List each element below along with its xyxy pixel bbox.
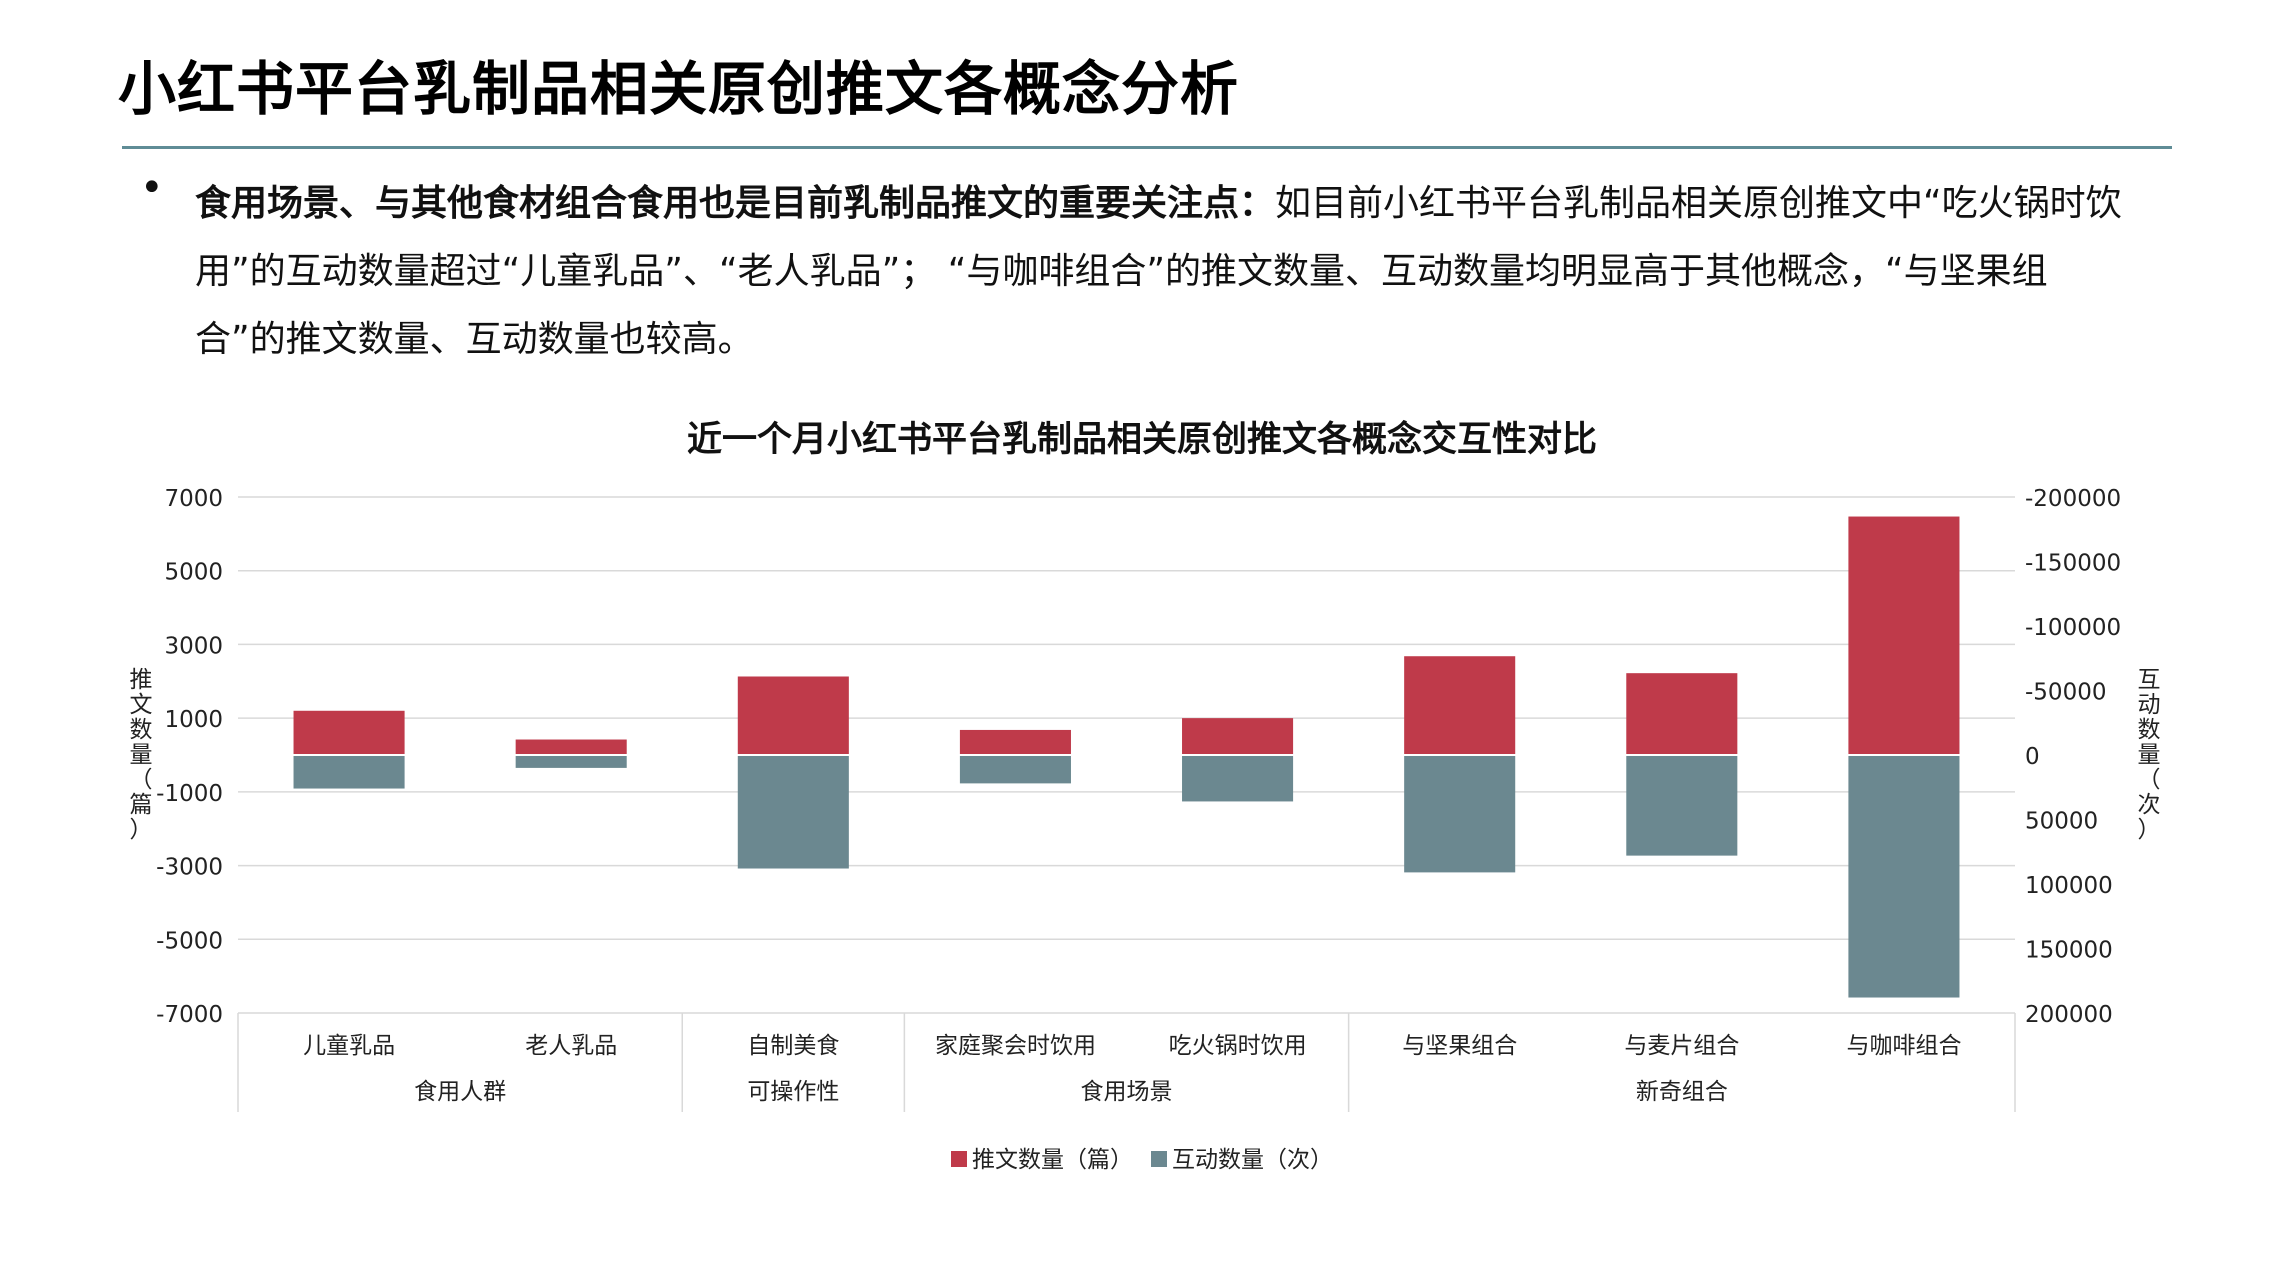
- legend-swatch-interactions: [1151, 1151, 1167, 1167]
- y-right-tick-label: 200000: [2025, 1002, 2113, 1028]
- bar-interactions: [1404, 755, 1516, 873]
- y-left-tick-label: -1000: [156, 781, 223, 807]
- y-right-tick-label: 50000: [2025, 809, 2098, 835]
- legend-label-interactions: 互动数量（次）: [1172, 1147, 1333, 1173]
- bar-posts: [293, 710, 405, 755]
- bullet-lead: 食用场景、与其他食材组合食用也是目前乳制品推文的重要关注点: [195, 183, 1240, 224]
- x-category-label: 与坚果组合: [1402, 1033, 1517, 1059]
- bullet-paragraph: 食用场景、与其他食材组合食用也是目前乳制品推文的重要关注点：如目前小红书平台乳制…: [195, 170, 2125, 374]
- x-category-label: 家庭聚会时饮用: [935, 1033, 1096, 1059]
- x-category-label: 自制美食: [747, 1033, 839, 1059]
- chart-title: 近一个月小红书平台乳制品相关原创推文各概念交互性对比: [687, 419, 1597, 460]
- x-group-label: 可操作性: [747, 1079, 839, 1105]
- bar-interactions: [1182, 755, 1294, 802]
- bar-posts: [1626, 673, 1738, 755]
- y-right-tick-label: 0: [2025, 744, 2040, 770]
- y-right-tick-label: 150000: [2025, 938, 2113, 964]
- bar-interactions: [737, 755, 849, 869]
- y-left-tick-label: -7000: [156, 1002, 223, 1028]
- y-left-tick-label: 5000: [164, 560, 223, 586]
- bullet-body: 如目前小红书平台乳制品相关原创推文中“吃火锅时饮用”的互动数量超过“儿童乳品”、…: [195, 183, 2122, 360]
- x-category-label: 与麦片组合: [1624, 1033, 1739, 1059]
- bar-posts: [515, 739, 627, 755]
- bar-posts: [959, 729, 1071, 755]
- y-left-tick-label: -5000: [156, 928, 223, 954]
- bar-interactions: [515, 755, 627, 768]
- y-left-tick-label: 3000: [164, 633, 223, 659]
- x-group-label: 食用场景: [1081, 1079, 1173, 1105]
- y-left-axis-title: 推文数量（篇）: [130, 667, 153, 843]
- bar-posts: [1404, 656, 1516, 755]
- title-divider: [122, 146, 2172, 149]
- x-category-label: 老人乳品: [525, 1033, 617, 1059]
- x-group-label: 新奇组合: [1636, 1079, 1728, 1105]
- x-group-label: 食用人群: [414, 1079, 506, 1105]
- y-right-tick-label: -150000: [2025, 551, 2121, 577]
- page-title: 小红书平台乳制品相关原创推文各概念分析: [118, 55, 1240, 123]
- y-left-tick-label: -3000: [156, 855, 223, 881]
- bullet-separator: ：: [1239, 183, 1276, 224]
- bar-interactions: [959, 755, 1071, 784]
- bar-interactions: [1848, 755, 1960, 998]
- y-right-axis-title: 互动数量（次）: [2138, 667, 2161, 843]
- y-right-tick-label: -100000: [2025, 615, 2121, 641]
- bar-posts: [1848, 516, 1960, 755]
- legend-swatch-posts: [951, 1151, 967, 1167]
- y-right-tick-label: 100000: [2025, 873, 2113, 899]
- x-category-label: 吃火锅时饮用: [1169, 1033, 1307, 1059]
- y-left-tick-label: 7000: [164, 486, 223, 512]
- bullet-marker: •: [140, 165, 164, 211]
- y-left-tick-label: 1000: [164, 707, 223, 733]
- x-category-label: 儿童乳品: [303, 1033, 395, 1059]
- bar-posts: [1182, 718, 1294, 755]
- bar-interactions: [293, 755, 405, 789]
- y-right-tick-label: -200000: [2025, 486, 2121, 512]
- bar-posts: [737, 676, 849, 755]
- x-category-label: 与咖啡组合: [1846, 1033, 1961, 1059]
- legend-label-posts: 推文数量（篇）: [972, 1147, 1133, 1173]
- bar-interactions: [1626, 755, 1738, 856]
- y-right-tick-label: -50000: [2025, 680, 2106, 706]
